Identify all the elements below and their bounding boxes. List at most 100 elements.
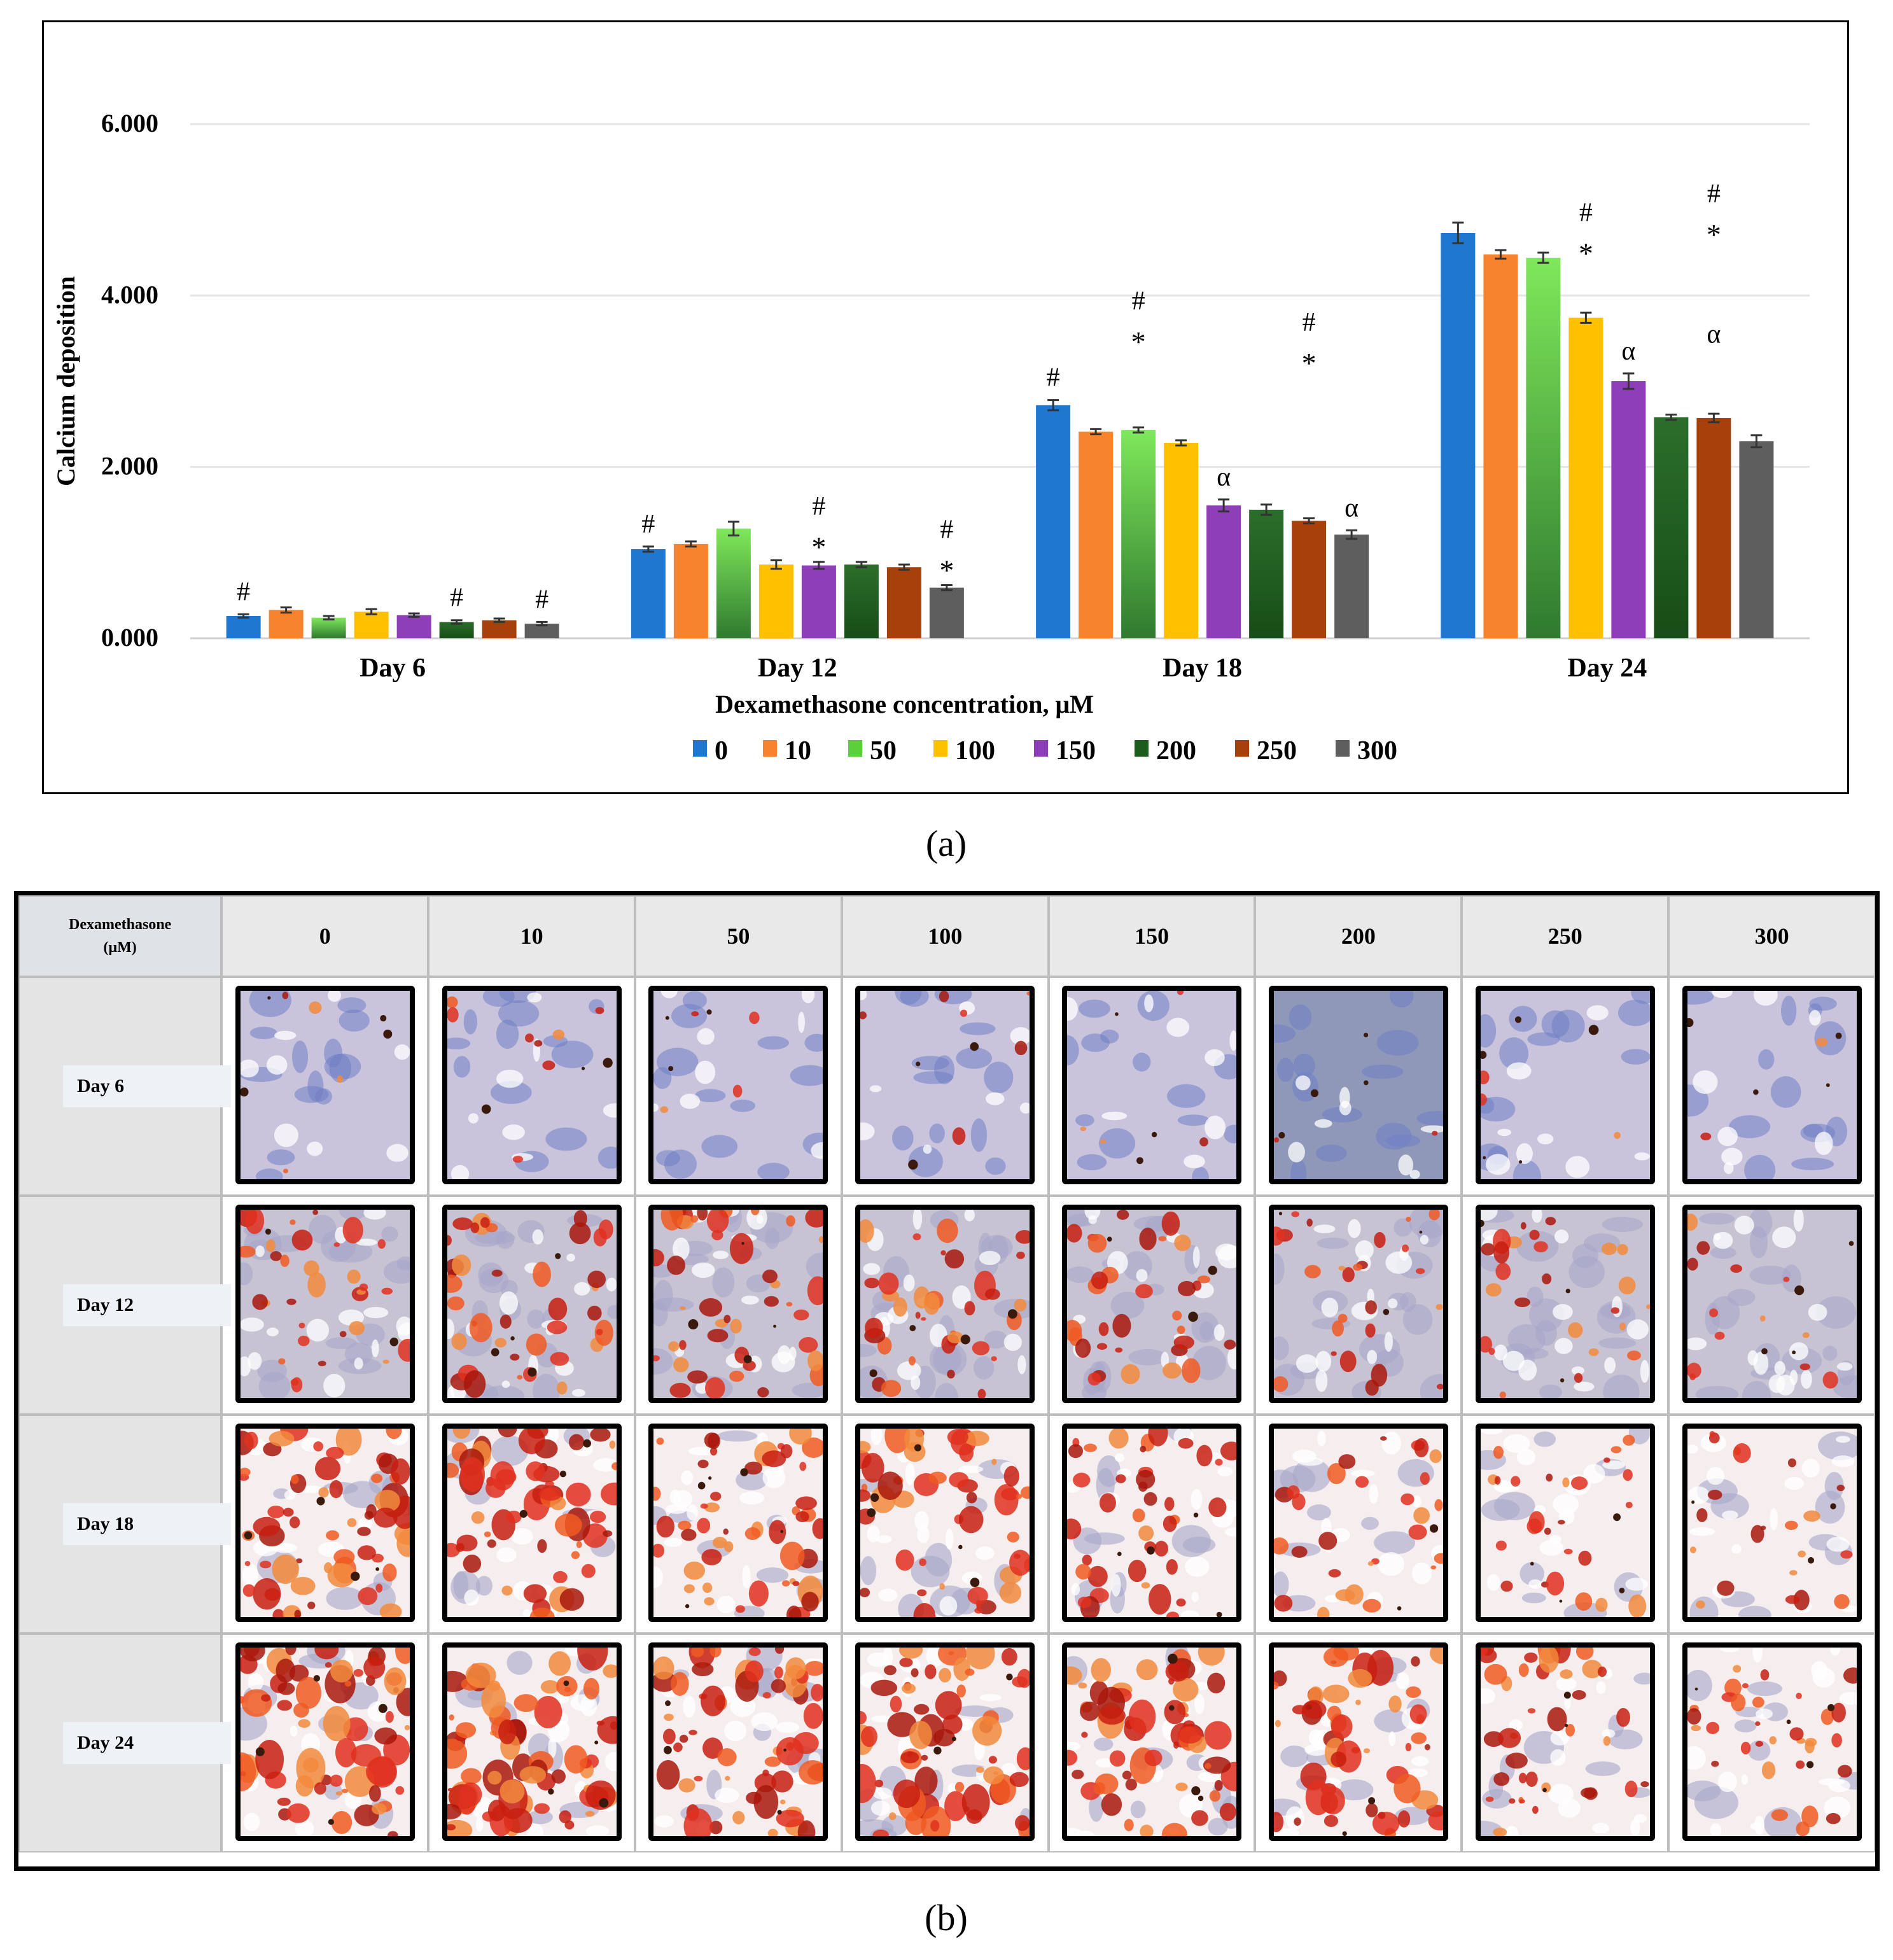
micrograph-texture <box>1687 1209 1857 1398</box>
significance-mark: α <box>1345 493 1359 522</box>
stain-micrograph <box>235 1204 415 1403</box>
stain-micrograph <box>1268 1642 1448 1841</box>
significance-mark: * <box>1131 325 1146 358</box>
stain-micrograph <box>855 1642 1035 1841</box>
stain-micrograph <box>235 1423 415 1622</box>
image-cell <box>428 1415 635 1634</box>
grid-row: Day 18 <box>18 1415 1875 1634</box>
micrograph-texture <box>1687 990 1857 1179</box>
legend-swatch-0 <box>693 740 707 757</box>
bar-day18-150 <box>1206 505 1241 638</box>
image-cell <box>841 977 1049 1196</box>
image-cell <box>841 1196 1049 1415</box>
column-header: 300 <box>1668 895 1875 977</box>
stain-micrograph <box>1062 1642 1242 1841</box>
stain-micrograph <box>1475 1642 1655 1841</box>
stain-micrograph <box>1062 985 1242 1184</box>
x-category-label: Day 12 <box>758 654 837 683</box>
image-cell <box>221 1415 429 1634</box>
image-cell <box>1048 1634 1255 1852</box>
row-label: Day 6 <box>63 1065 231 1107</box>
stain-micrograph <box>442 1423 622 1622</box>
significance-mark: α <box>1707 319 1721 349</box>
stain-micrograph <box>1682 1642 1862 1841</box>
micrograph-texture <box>447 1647 617 1836</box>
bar-day6-150 <box>396 615 431 638</box>
micrograph-texture <box>447 990 617 1179</box>
stain-micrograph <box>1475 1204 1655 1403</box>
significance-mark: * <box>1579 237 1593 269</box>
x-axis-label: Dexamethasone concentration, μM <box>715 690 1094 718</box>
y-tick-label: 2.000 <box>101 452 158 480</box>
micrograph-texture <box>1273 990 1443 1179</box>
micrograph-texture <box>860 1647 1030 1836</box>
bar-day24-10 <box>1483 254 1518 638</box>
bar-chart: 0.000 2.000 4.000 6.000 Calcium deposition Da… <box>52 109 1810 766</box>
image-cell <box>841 1415 1049 1634</box>
legend-swatch-150 <box>1034 740 1048 757</box>
legend-label-50: 50 <box>870 736 897 766</box>
stain-micrograph <box>1268 985 1448 1184</box>
bar-day24-100 <box>1568 318 1603 638</box>
micrograph-texture <box>1687 1647 1857 1836</box>
image-cell <box>635 1634 842 1852</box>
y-tick-label: 0.000 <box>101 623 158 652</box>
column-header: 150 <box>1048 895 1255 977</box>
bar-day6-0 <box>226 615 261 638</box>
significance-mark: # <box>641 510 655 539</box>
grid-row: Day 24 <box>18 1634 1875 1852</box>
bar-day12-10 <box>673 543 708 638</box>
stain-micrograph <box>648 1642 828 1841</box>
micrograph-texture <box>240 1428 410 1617</box>
chart-panel: 0.000 2.000 4.000 6.000 Calcium deposition Da… <box>42 20 1849 794</box>
bar-day12-50 <box>716 528 751 638</box>
row-label: Day 12 <box>63 1284 231 1326</box>
legend-swatch-10 <box>763 740 777 757</box>
image-cell <box>1255 1196 1462 1415</box>
y-axis-label: Calcium deposition <box>52 276 80 486</box>
column-header: 50 <box>635 895 842 977</box>
legend-label-10: 10 <box>785 736 811 766</box>
micrograph-texture <box>1273 1209 1443 1398</box>
micrograph-texture <box>447 1428 617 1617</box>
image-cell <box>1255 1634 1462 1852</box>
significance-mark: # <box>1303 308 1316 337</box>
staining-table: Dexamethasone (μM) 0 10 50 100 150 200 250 300 Da… <box>18 895 1875 1852</box>
micrograph-texture <box>1273 1647 1443 1836</box>
micrograph-texture <box>860 1428 1030 1617</box>
x-category-label: Day 18 <box>1163 654 1242 683</box>
stain-micrograph <box>442 985 622 1184</box>
significance-mark: # <box>1707 179 1721 209</box>
stain-micrograph <box>1475 985 1655 1184</box>
bar-day12-200 <box>844 564 879 638</box>
corner-label-line: (μM) <box>103 939 137 956</box>
significance-mark: # <box>1132 286 1145 316</box>
row-label: Day 18 <box>63 1503 231 1545</box>
image-cell <box>221 977 429 1196</box>
column-header: 200 <box>1255 895 1462 977</box>
micrograph-texture <box>653 1209 823 1398</box>
significance-mark: # <box>1047 363 1060 393</box>
significance-mark: * <box>1302 347 1317 379</box>
legend-swatch-300 <box>1336 740 1350 757</box>
micrograph-texture <box>1067 1647 1237 1836</box>
image-cell <box>428 1196 635 1415</box>
micrograph-texture <box>447 1209 617 1398</box>
bar-day18-0 <box>1036 405 1071 638</box>
significance-mark: # <box>237 577 250 606</box>
stain-micrograph <box>1268 1423 1448 1622</box>
stain-micrograph <box>855 1204 1035 1403</box>
column-header-row: Dexamethasone (μM) 0 10 50 100 150 200 250 300 <box>18 895 1875 977</box>
stain-micrograph <box>235 985 415 1184</box>
image-cell <box>1048 977 1255 1196</box>
bar-day12-300 <box>929 587 964 638</box>
image-cell <box>428 977 635 1196</box>
significance-mark: * <box>1707 218 1721 251</box>
micrograph-texture <box>1480 1209 1650 1398</box>
image-cell <box>635 977 842 1196</box>
legend-swatch-250 <box>1235 740 1249 757</box>
micrograph-texture <box>1067 1428 1237 1617</box>
panel-label-b: (b) <box>925 1897 968 1938</box>
stain-micrograph <box>855 985 1035 1184</box>
bar-day24-150 <box>1611 381 1646 638</box>
